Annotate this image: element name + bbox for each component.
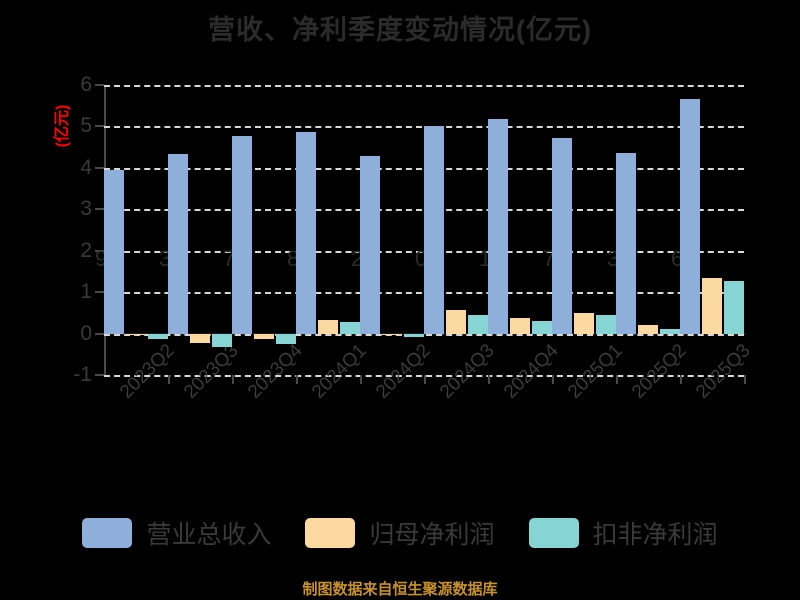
legend-item-营业总收入[interactable]: 营业总收入 — [82, 515, 271, 551]
gridline — [104, 85, 744, 87]
bar-layer — [104, 85, 744, 375]
bar-2023Q2-归母净利润 — [126, 333, 146, 335]
y-tick-label: 0 — [80, 321, 92, 345]
y-tick-label: 4 — [80, 155, 92, 179]
x-tick-mark — [424, 375, 426, 384]
legend-swatch-icon — [528, 518, 579, 548]
y-tick-mark — [95, 332, 104, 335]
bar-2024Q4-归母净利润 — [510, 317, 530, 334]
y-tick-label: 3 — [80, 197, 92, 221]
y-tick-mark — [95, 166, 104, 169]
plot-area: 953378862011872356 — [95, 85, 746, 384]
bar-2025Q1-扣非净利润 — [596, 314, 616, 334]
bar-2023Q3-营业总收入 — [168, 154, 188, 334]
y-tick-mark — [95, 291, 104, 294]
y-tick-label: 1 — [80, 280, 92, 304]
bar-2023Q3-归母净利润 — [190, 333, 210, 343]
footer-note: 制图数据来自恒生聚源数据库 — [302, 581, 498, 598]
bar-2024Q2-营业总收入 — [360, 156, 380, 334]
bar-2025Q2-归母净利润 — [638, 325, 658, 334]
bar-2024Q3-营业总收入 — [424, 126, 444, 334]
bar-2024Q4-扣非净利润 — [532, 320, 552, 334]
x-tick-mark — [680, 375, 682, 384]
legend-swatch-icon — [82, 518, 133, 548]
legend-item-归母净利润[interactable]: 归母净利润 — [305, 515, 495, 551]
legend-label: 营业总收入 — [146, 521, 272, 549]
y-tick-mark — [95, 84, 104, 86]
bar-2025Q3-扣非净利润 — [724, 280, 744, 334]
x-tick-mark — [488, 375, 490, 384]
bar-2025Q3-营业总收入 — [680, 98, 700, 334]
x-tick-mark — [552, 375, 554, 384]
bar-2023Q4-归母净利润 — [254, 333, 274, 340]
bar-2024Q4-营业总收入 — [488, 118, 508, 334]
y-tick-label: 2 — [80, 238, 92, 262]
bar-2023Q2-扣非净利润 — [148, 333, 168, 339]
legend-item-扣非净利润[interactable]: 扣非净利润 — [528, 515, 718, 551]
bar-2024Q1-营业总收入 — [296, 132, 316, 334]
bar-2024Q1-扣非净利润 — [340, 322, 360, 334]
x-tick-mark — [296, 375, 298, 384]
bar-2024Q3-扣非净利润 — [468, 314, 488, 334]
chart-legend: 营业总收入 归母净利润 扣非净利润 — [0, 515, 800, 551]
legend-swatch-icon — [305, 518, 356, 548]
legend-label: 归母净利润 — [369, 521, 495, 549]
x-tick-mark — [744, 375, 746, 384]
y-tick-mark — [95, 374, 104, 376]
bar-2025Q1-归母净利润 — [574, 313, 594, 334]
bar-2023Q2-营业总收入 — [104, 169, 124, 334]
x-tick-mark — [168, 375, 170, 384]
bar-2025Q2-扣非净利润 — [660, 329, 680, 334]
y-tick-label: 5 — [80, 114, 92, 138]
bar-2025Q3-归母净利润 — [702, 278, 722, 334]
y-tick-mark — [95, 125, 104, 128]
bar-2023Q4-营业总收入 — [232, 135, 252, 334]
y-tick-mark — [95, 208, 104, 211]
bar-2024Q2-归母净利润 — [382, 333, 402, 335]
x-tick-mark — [232, 375, 234, 384]
gridline — [104, 333, 744, 336]
y-tick-label: -1 — [73, 363, 92, 386]
y-tick-label: 6 — [80, 73, 92, 96]
bar-2025Q1-营业总收入 — [552, 138, 572, 334]
bar-2023Q3-扣非净利润 — [212, 333, 232, 347]
bar-2024Q3-归母净利润 — [446, 309, 466, 334]
bar-2024Q2-扣非净利润 — [404, 333, 424, 338]
y-tick-mark — [95, 249, 104, 252]
bar-2023Q4-扣非净利润 — [276, 333, 296, 345]
x-tick-mark — [360, 375, 362, 384]
chart-title: 营收、净利季度变动情况(亿元) — [208, 15, 592, 45]
bar-2024Q1-归母净利润 — [318, 319, 338, 334]
bar-2025Q2-营业总收入 — [616, 153, 636, 334]
legend-label: 扣非净利润 — [592, 521, 718, 549]
x-tick-mark — [616, 375, 618, 384]
